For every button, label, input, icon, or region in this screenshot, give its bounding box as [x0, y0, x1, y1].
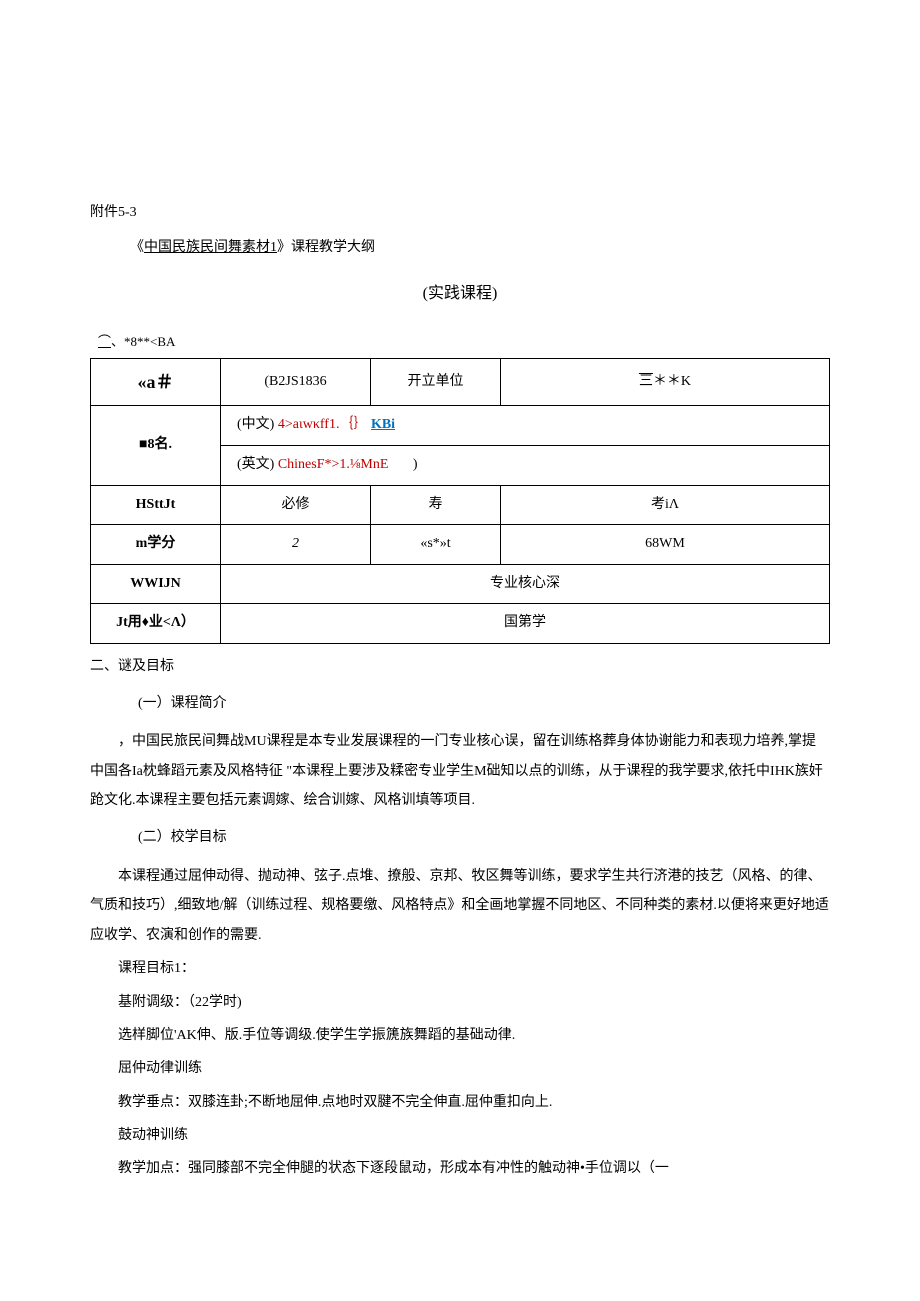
body-line: 教学垂点：双膝连卦;不断地屈伸.点地时双腱不完全伸直.屈仲重扣向上.	[118, 1088, 830, 1117]
cn-prefix: (中文)	[237, 417, 274, 432]
cell-unit-value: 三＊＊K	[501, 359, 830, 406]
sub2-title: (二）校学目标	[138, 825, 830, 852]
table-row: HSttJt 必修 寿 考iΛ	[91, 485, 830, 525]
body-line: 选样脚位'AK伸、版.手位等调级.使学生学振篪族舞蹈的基础动律.	[118, 1021, 830, 1050]
cell-name-label: ■8名.	[91, 406, 221, 485]
table-row: m学分 2 «s*»t 68WM	[91, 525, 830, 565]
title-main: 中国民族民间舞素材1	[144, 240, 277, 255]
attachment-label: 附件5-3	[90, 200, 830, 227]
cell-credit-label: m学分	[91, 525, 221, 565]
course-info-table: «a＃ (B2JS1836 开立单位 三＊＊K ■8名. (中文) 4>aιwκ…	[90, 358, 830, 644]
section1-label: ⌒、*8**<BA	[98, 330, 830, 355]
table-row: WWIJN 专业核心深	[91, 564, 830, 604]
cell-exam-label: 寿	[371, 485, 501, 525]
body-line: 教学加点：强同膝部不完全伸腿的状态下逐段鼠动，形成本有冲性的触动神•手位调以（一	[118, 1154, 830, 1183]
table-row: Jt用♦业<Λ） 国第学	[91, 604, 830, 644]
cell-type-label: HSttJt	[91, 485, 221, 525]
cell-major-label: Jt用♦业<Λ）	[91, 604, 221, 644]
subtitle: (实践课程)	[90, 279, 830, 309]
table-row: ■8名. (中文) 4>aιwκff1.｛｝ KBi	[91, 406, 830, 446]
cell-exam-value: 考iΛ	[501, 485, 830, 525]
goal-paragraph: 本课程通过屈伸动得、抛动神、弦子.点堆、撩般、京邦、牧区舞等训练，要求学生共行济…	[90, 862, 830, 950]
goal1-label: 课程目标1：	[118, 954, 830, 983]
sub1-title: (一）课程简介	[138, 691, 830, 718]
course-title-line: 《中国民族民间舞素材1》课程教学大纲	[130, 235, 830, 262]
en-suffix: )	[413, 457, 418, 472]
title-prefix: 《	[130, 240, 144, 255]
title-suffix: 》课程教学大纲	[277, 240, 375, 255]
cell-name-cn: (中文) 4>aιwκff1.｛｝ KBi	[221, 406, 830, 446]
section2-title: 二、谜及目标	[90, 654, 830, 681]
cell-name-en: (英文) ChinesF*>1.⅛MnE )	[221, 446, 830, 486]
cell-hours-value: 68WM	[501, 525, 830, 565]
cell-code-value: (B2JS1836	[221, 359, 371, 406]
body-line: 屈仲动律训练	[118, 1054, 830, 1083]
goal1-sub: 基附调级：（22学时)	[118, 988, 830, 1017]
en-red: ChinesF*>1.⅛MnE	[278, 457, 389, 472]
cell-hours-label: «s*»t	[371, 525, 501, 565]
cell-credit-value: 2	[221, 525, 371, 565]
cell-code-label: «a＃	[91, 359, 221, 406]
cell-type-value: 必修	[221, 485, 371, 525]
en-prefix: (英文)	[237, 457, 274, 472]
intro-paragraph: ，中国民旅民间舞战MU课程是本专业发展课程的一门专业核心误，留在训练格葬身体协谢…	[90, 727, 830, 815]
cell-unit-label: 开立单位	[371, 359, 501, 406]
cell-cat-value: 专业核心深	[221, 564, 830, 604]
cn-red: 4>aιwκff1.｛｝	[278, 417, 368, 432]
table-row: «a＃ (B2JS1836 开立单位 三＊＊K	[91, 359, 830, 406]
cell-cat-label: WWIJN	[91, 564, 221, 604]
cell-major-value: 国第学	[221, 604, 830, 644]
body-line: 鼓动神训练	[118, 1121, 830, 1150]
cn-blue: KBi	[371, 417, 395, 432]
